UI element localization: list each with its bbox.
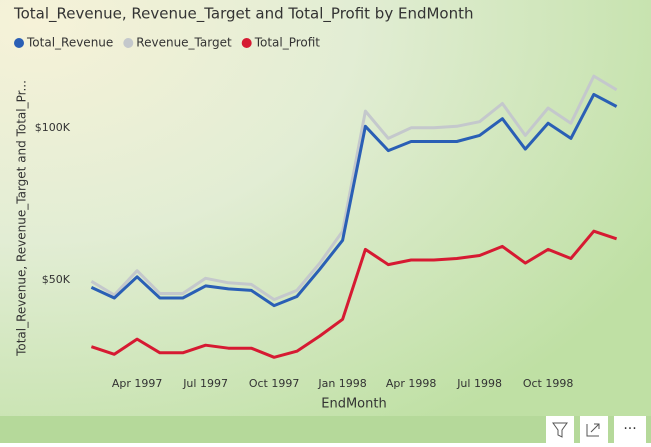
legend-label: Total_Profit	[254, 36, 321, 50]
x-tick-label: Oct 1997	[249, 377, 300, 390]
x-tick-label: Apr 1997	[112, 377, 163, 390]
series-line	[90, 92, 618, 308]
y-axis-title: Total_Revenue, Revenue_Target and Total_…	[15, 80, 29, 357]
footer-band	[0, 416, 651, 443]
x-tick-label: Jul 1998	[456, 377, 502, 390]
legend-swatch	[14, 38, 24, 48]
series-line	[90, 74, 618, 302]
legend: Total_Revenue Revenue_Target Total_Profit	[14, 36, 320, 50]
filter-icon[interactable]	[546, 416, 574, 443]
more-icon[interactable]	[614, 416, 646, 443]
legend-label: Revenue_Target	[136, 36, 232, 50]
x-tick-label: Jul 1997	[182, 377, 228, 390]
more-glyph: ···	[623, 421, 636, 437]
legend-swatch	[123, 38, 134, 48]
focus-glyph	[586, 423, 600, 437]
visual-icons: ···	[546, 416, 646, 443]
legend-label: Total_Revenue	[26, 36, 113, 50]
filter-glyph	[552, 422, 568, 438]
y-tick-label: $50K	[42, 273, 71, 286]
x-tick-label: Apr 1998	[386, 377, 437, 390]
legend-swatch	[241, 38, 252, 48]
x-axis-title: EndMonth	[321, 397, 386, 412]
y-tick-label: $100K	[35, 121, 71, 134]
x-tick-label: Oct 1998	[523, 377, 574, 390]
series-line	[90, 229, 618, 359]
x-tick-label: Jan 1998	[317, 377, 366, 390]
chart-title: Total_Revenue, Revenue_Target and Total_…	[13, 5, 474, 24]
